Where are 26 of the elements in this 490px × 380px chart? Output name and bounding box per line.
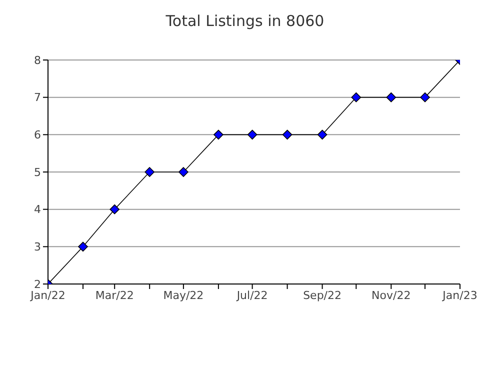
point <box>420 92 430 102</box>
point <box>214 130 224 140</box>
chart-title: Total Listings in 8060 <box>164 12 326 30</box>
y-tick-label: 4 <box>34 203 41 216</box>
point <box>110 204 120 214</box>
point <box>144 167 154 177</box>
point <box>78 242 88 252</box>
y-tick-label: 5 <box>34 166 41 179</box>
y-tick-label: 8 <box>34 54 41 67</box>
x-tick-label: Nov/22 <box>372 288 411 302</box>
x-tick-label: Jan/22 <box>30 288 66 302</box>
point <box>386 92 396 102</box>
point <box>317 130 328 140</box>
x-tick-label: Jul/22 <box>236 288 268 302</box>
point <box>247 130 258 140</box>
x-tick-label: Mar/22 <box>95 288 134 302</box>
point <box>282 130 292 140</box>
y-tick-label: 6 <box>34 128 41 142</box>
y-tick-label: 7 <box>34 91 41 104</box>
x-tick-label: May/22 <box>163 288 204 302</box>
point <box>351 92 362 102</box>
y-tick-label: 3 <box>34 240 41 254</box>
x-tick-label: Jan/23 <box>442 288 478 302</box>
x-tick-label: Sep/22 <box>303 288 342 302</box>
point <box>178 167 188 177</box>
y-tick-label: 2 <box>34 278 41 291</box>
